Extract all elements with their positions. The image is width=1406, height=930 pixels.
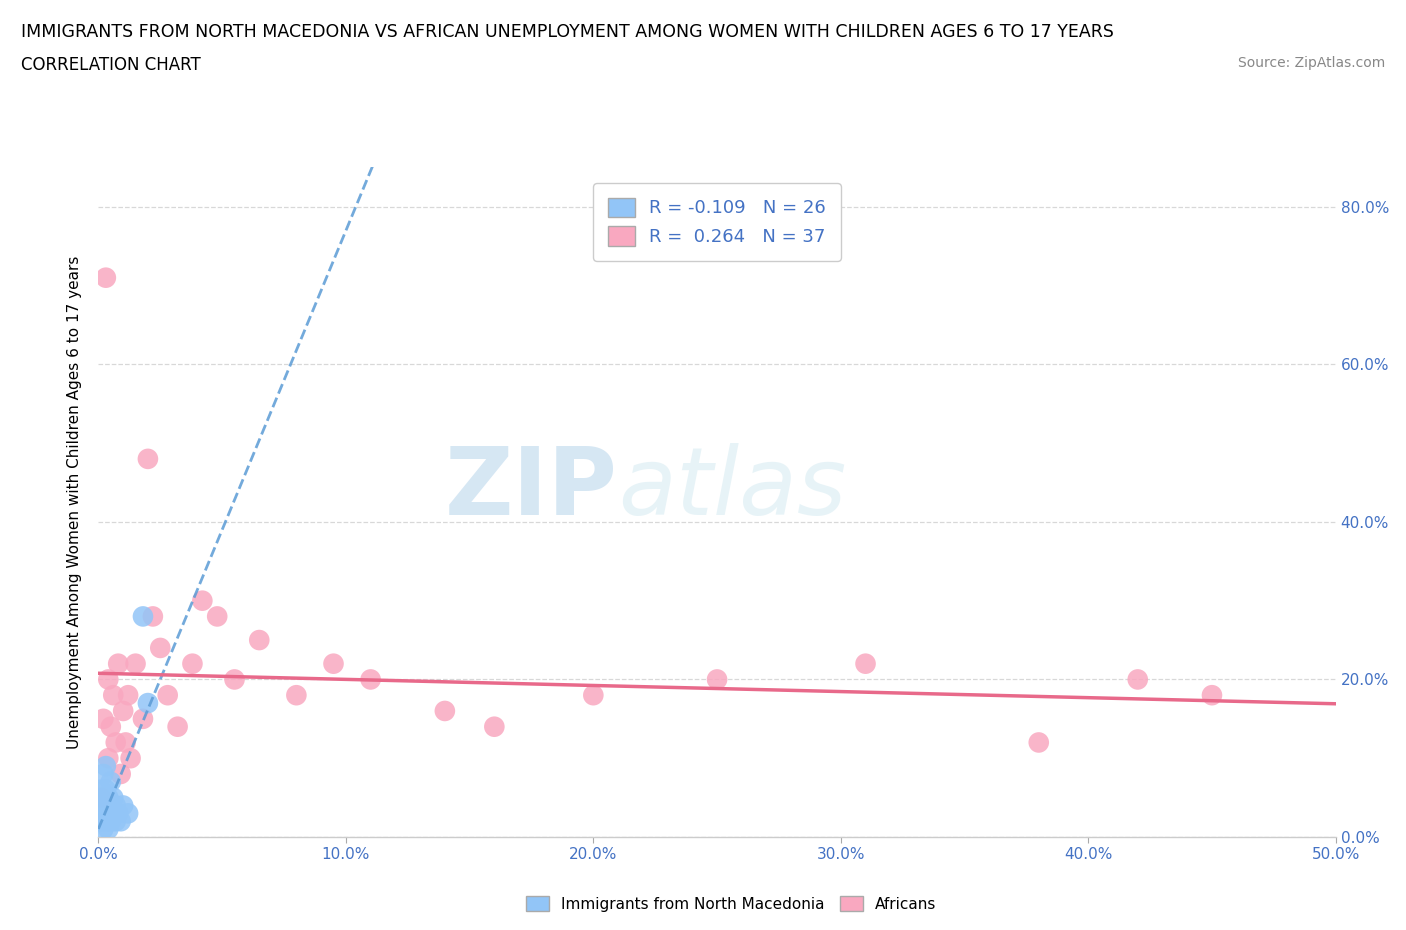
Point — [90, 798, 112, 813]
Point — [1028, 735, 1050, 750]
Point — [110, 814, 132, 829]
Point — [855, 657, 877, 671]
Point — [97, 822, 120, 837]
Point — [100, 775, 122, 790]
Point — [1126, 672, 1149, 687]
Point — [97, 751, 120, 765]
Text: Source: ZipAtlas.com: Source: ZipAtlas.com — [1237, 56, 1385, 70]
Point — [136, 451, 159, 466]
Point — [224, 672, 246, 687]
Point — [112, 703, 135, 718]
Point — [181, 657, 204, 671]
Point — [100, 719, 122, 734]
Point — [103, 688, 125, 703]
Point — [94, 782, 117, 797]
Point — [110, 766, 132, 781]
Point — [142, 609, 165, 624]
Text: IMMIGRANTS FROM NORTH MACEDONIA VS AFRICAN UNEMPLOYMENT AMONG WOMEN WITH CHILDRE: IMMIGRANTS FROM NORTH MACEDONIA VS AFRIC… — [21, 23, 1114, 41]
Point — [360, 672, 382, 687]
Point — [97, 790, 120, 805]
Point — [97, 672, 120, 687]
Point — [94, 798, 117, 813]
Point — [484, 719, 506, 734]
Point — [93, 790, 115, 805]
Point — [94, 271, 117, 286]
Point — [117, 688, 139, 703]
Point — [322, 657, 344, 671]
Point — [1201, 688, 1223, 703]
Point — [90, 790, 112, 805]
Point — [706, 672, 728, 687]
Point — [93, 806, 115, 821]
Point — [93, 711, 115, 726]
Point — [156, 688, 179, 703]
Point — [191, 593, 214, 608]
Point — [205, 609, 228, 624]
Point — [94, 759, 117, 774]
Point — [90, 782, 112, 797]
Point — [112, 798, 135, 813]
Point — [90, 814, 112, 829]
Point — [132, 609, 155, 624]
Point — [104, 814, 127, 829]
Point — [103, 790, 125, 805]
Point — [582, 688, 605, 703]
Point — [100, 814, 122, 829]
Point — [94, 814, 117, 829]
Legend: R = -0.109   N = 26, R =  0.264   N = 37: R = -0.109 N = 26, R = 0.264 N = 37 — [593, 183, 841, 260]
Point — [247, 632, 270, 647]
Point — [117, 806, 139, 821]
Y-axis label: Unemployment Among Women with Children Ages 6 to 17 years: Unemployment Among Women with Children A… — [67, 256, 83, 749]
Point — [166, 719, 188, 734]
Text: CORRELATION CHART: CORRELATION CHART — [21, 56, 201, 73]
Point — [124, 657, 146, 671]
Text: ZIP: ZIP — [446, 443, 619, 535]
Point — [93, 822, 115, 837]
Point — [285, 688, 308, 703]
Point — [107, 806, 129, 821]
Point — [136, 696, 159, 711]
Point — [114, 735, 136, 750]
Point — [107, 657, 129, 671]
Point — [97, 806, 120, 821]
Point — [93, 766, 115, 781]
Point — [149, 641, 172, 656]
Legend: Immigrants from North Macedonia, Africans: Immigrants from North Macedonia, African… — [520, 889, 942, 918]
Point — [120, 751, 142, 765]
Point — [104, 798, 127, 813]
Text: atlas: atlas — [619, 444, 846, 535]
Point — [433, 703, 456, 718]
Point — [132, 711, 155, 726]
Point — [103, 806, 125, 821]
Point — [104, 735, 127, 750]
